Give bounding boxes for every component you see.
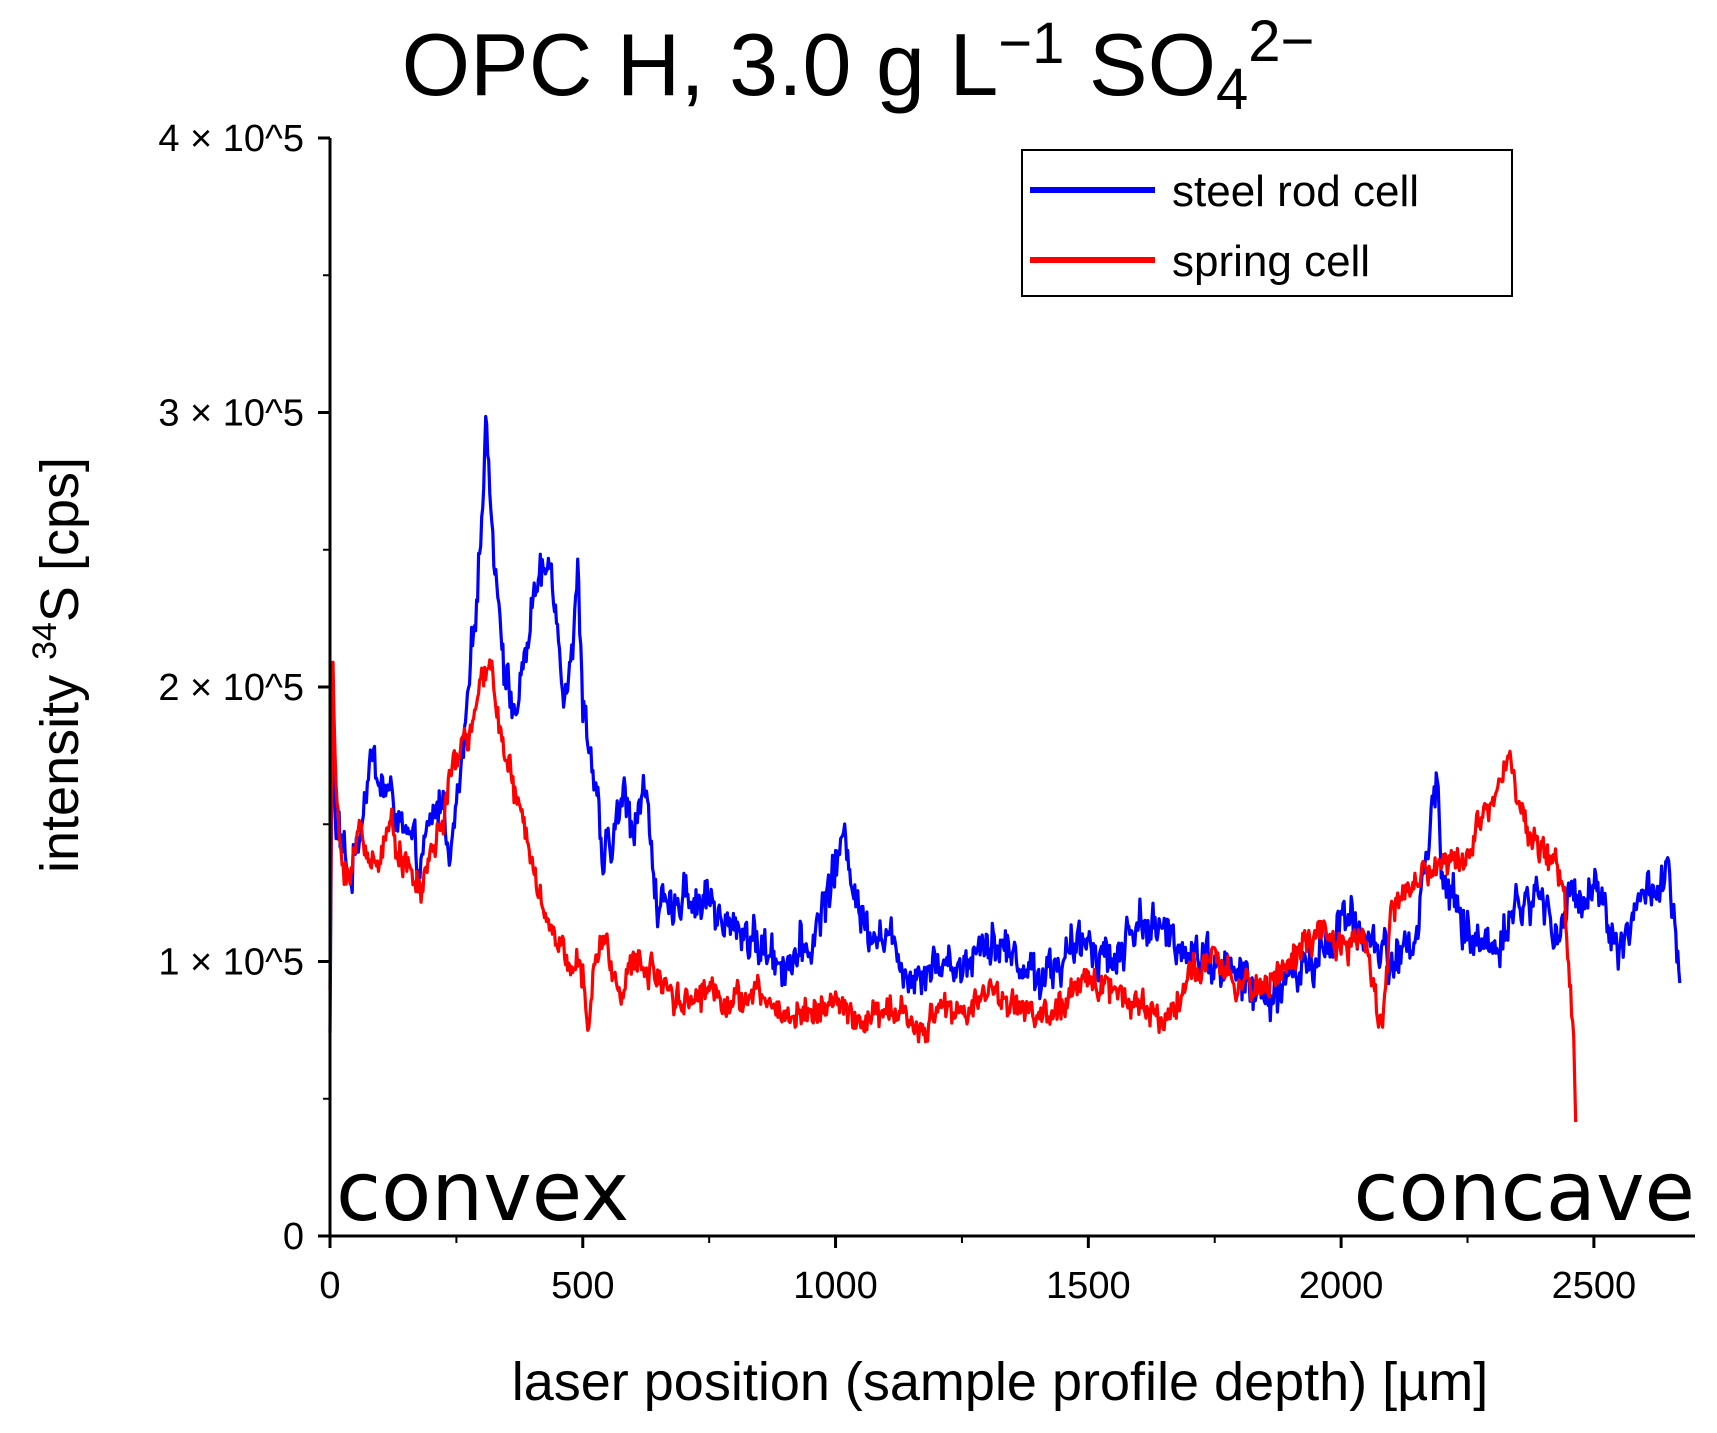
axes-layer bbox=[328, 138, 1695, 1238]
series-line-spring-cell bbox=[328, 658, 1578, 1123]
x-tick-label: 2500 bbox=[1552, 1265, 1637, 1307]
chart-title-exp1: −1 bbox=[998, 11, 1064, 76]
y-tick-label: 0 bbox=[283, 1216, 304, 1258]
y-tick-label: 1 × 10^5 bbox=[158, 942, 304, 984]
y-tick-label: 4 × 10^5 bbox=[158, 118, 304, 160]
chart-title-base: OPC H, 3.0 g L bbox=[402, 15, 999, 114]
x-axis-label: laser position (sample profile depth) [µ… bbox=[512, 1352, 1489, 1412]
chart-title: OPC H, 3.0 g L−1 SO42− bbox=[402, 9, 1315, 122]
legend-label-spring-cell: spring cell bbox=[1172, 237, 1370, 286]
y-axis-label: intensity 34S [cps] bbox=[26, 457, 90, 873]
x-tick-label: 1500 bbox=[1046, 1265, 1131, 1307]
annotation-convex: convex bbox=[336, 1145, 629, 1240]
legend-box bbox=[1021, 149, 1513, 297]
x-tick-label: 2000 bbox=[1299, 1265, 1384, 1307]
y-axis-label-pre: intensity bbox=[30, 660, 90, 873]
chart-title-exp2: 2− bbox=[1248, 9, 1314, 74]
y-tick-label: 2 × 10^5 bbox=[158, 667, 304, 709]
annotation-concave: concave bbox=[1353, 1145, 1695, 1240]
x-tick-label: 0 bbox=[319, 1265, 340, 1307]
ticks-layer: 0 1 × 10^5 2 × 10^5 3 × 10^5 4 × 10^5 0 500 100… bbox=[158, 118, 1636, 1307]
chart-title-sub: 4 bbox=[1216, 57, 1248, 122]
legend-label-steel-rod-cell: steel rod cell bbox=[1172, 167, 1419, 216]
x-tick-label: 500 bbox=[551, 1265, 614, 1307]
y-tick-label: 3 × 10^5 bbox=[158, 393, 304, 435]
legend: steel rod cell spring cell bbox=[1021, 149, 1513, 297]
y-axis-label-post: S [cps] bbox=[30, 457, 90, 622]
chart-title-mid: SO bbox=[1064, 15, 1216, 114]
y-axis-label-sup: 34 bbox=[26, 622, 64, 660]
series-line-steel-rod-cell bbox=[328, 414, 1682, 1033]
x-tick-label: 1000 bbox=[793, 1265, 878, 1307]
series-layer bbox=[328, 414, 1682, 1123]
